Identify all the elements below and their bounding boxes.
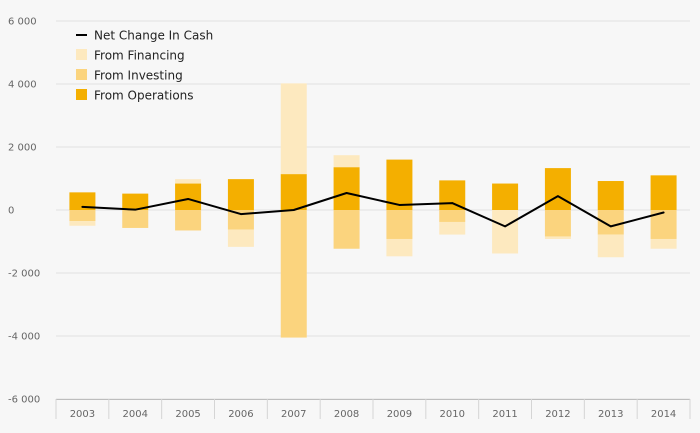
y-tick-label: -6 000: [8, 395, 40, 406]
bar-from-financing: [386, 238, 413, 257]
bar-from-financing: [175, 179, 202, 184]
bar-from-investing: [280, 210, 307, 338]
net-change-point: [451, 202, 454, 204]
bar-from-investing: [175, 210, 202, 231]
bar-from-investing: [227, 210, 254, 230]
bar-from-investing: [544, 210, 571, 237]
bar-from-operations: [227, 179, 254, 210]
bar-from-financing: [492, 210, 519, 254]
y-tick-label: -2 000: [8, 269, 40, 280]
bar-from-financing: [280, 83, 307, 175]
bar-from-operations: [597, 181, 624, 210]
bar-from-investing: [333, 210, 360, 249]
bar-from-financing: [597, 234, 624, 258]
bar-from-investing: [439, 210, 466, 222]
bar-from-operations: [650, 175, 677, 210]
bar-from-operations: [439, 180, 466, 210]
gridlines: [56, 20, 690, 400]
bar-from-financing: [69, 221, 96, 226]
net-change-line: [81, 191, 665, 228]
bar-from-operations: [492, 183, 519, 210]
bar-from-financing: [650, 238, 677, 249]
net-change-point: [609, 225, 612, 228]
net-change-point: [240, 213, 242, 215]
x-tick-label: 2010: [440, 409, 465, 420]
legend-swatch: [76, 69, 87, 80]
legend-swatch: [76, 89, 87, 100]
bar-from-financing: [439, 221, 466, 235]
net-change-point: [292, 209, 295, 211]
bar-from-investing: [122, 210, 149, 228]
y-tick-label: -4 000: [8, 332, 40, 343]
y-tick-label: 0: [8, 206, 14, 217]
bars: [69, 83, 677, 338]
legend-label: From Operations: [94, 89, 194, 103]
net-change-point: [187, 198, 189, 200]
legend-label: From Investing: [94, 69, 183, 83]
x-tick-label: 2014: [651, 409, 676, 420]
net-change-point: [504, 225, 506, 228]
net-change-point: [557, 195, 559, 197]
bar-from-financing: [227, 229, 254, 247]
bar-from-operations: [386, 159, 413, 210]
bar-from-operations: [544, 168, 571, 210]
x-tick-label: 2008: [334, 409, 359, 420]
x-tick-label: 2011: [492, 409, 517, 420]
bar-from-investing: [386, 210, 413, 239]
x-tick-label: 2005: [175, 409, 200, 420]
x-tick-label: 2007: [281, 409, 306, 420]
legend-label: From Financing: [94, 49, 185, 63]
net-change-line-group: [81, 191, 665, 228]
x-tick-label: 2003: [70, 409, 95, 420]
x-tick-label: 2013: [598, 409, 623, 420]
legend-label: Net Change In Cash: [94, 29, 213, 43]
x-tick-label: 2004: [123, 409, 148, 420]
legend-swatch: [76, 49, 87, 60]
x-tick-label: 2009: [387, 409, 412, 420]
bar-from-operations: [280, 174, 307, 210]
net-change-point: [345, 192, 348, 194]
y-tick-label: 4 000: [8, 80, 37, 91]
net-change-point: [134, 208, 137, 211]
bar-from-financing: [333, 155, 360, 168]
legend: Net Change In Cash From Financing From Inv…: [76, 29, 213, 103]
bar-from-operations: [175, 183, 202, 210]
x-axis: 2003 2004 2005 2006 2007 2008 2009 2010 2011 2012…: [55, 399, 691, 420]
x-tick-label: 2006: [228, 409, 253, 420]
bar-from-operations: [122, 193, 149, 210]
bar-from-financing: [544, 236, 571, 239]
y-axis: -6 000 -4 000 -2 000 0 2 000 4 000 6 000: [8, 17, 40, 406]
bar-from-investing: [69, 210, 96, 222]
bar-from-operations: [333, 167, 360, 210]
net-change-point: [398, 204, 401, 206]
y-tick-label: 6 000: [8, 17, 37, 28]
net-change-point: [81, 206, 84, 208]
bar-from-operations: [69, 192, 96, 210]
x-tick-label: 2012: [545, 409, 570, 420]
y-tick-label: 2 000: [8, 143, 37, 154]
net-change-point: [662, 211, 665, 214]
